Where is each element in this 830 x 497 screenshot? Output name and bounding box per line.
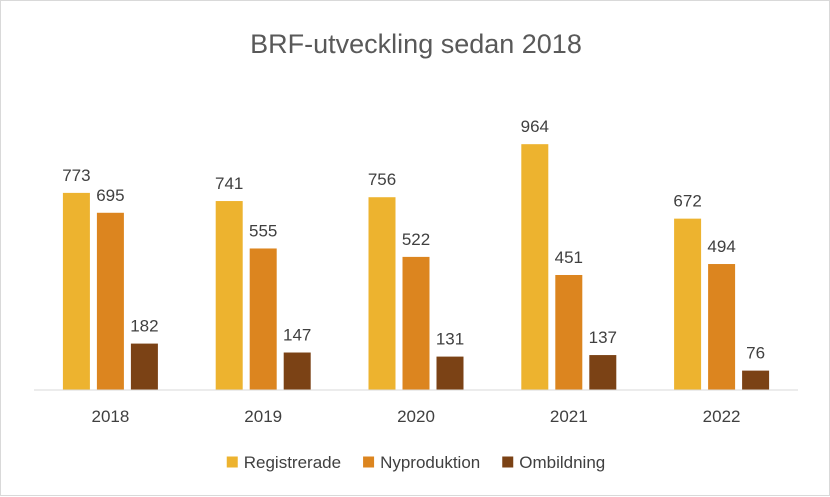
- legend-label-registrerade: Registrerade: [244, 453, 341, 472]
- x-tick-labels-group: 2018 2019 2020 2021 2022: [91, 407, 740, 426]
- data-label-registrerade-2022: 672: [673, 192, 701, 211]
- x-tick-label-2019: 2019: [244, 407, 282, 426]
- data-label-ombildning-2022: 76: [746, 344, 765, 363]
- data-label-nyproduktion-2021: 451: [555, 248, 583, 267]
- bar-registrerade-2020: [368, 197, 396, 390]
- data-label-nyproduktion-2022: 494: [707, 237, 735, 256]
- bar-registrerade-2018: [62, 192, 90, 390]
- legend-item-registrerade: Registrerade: [226, 453, 341, 472]
- legend-label-nyproduktion: Nyproduktion: [380, 453, 480, 472]
- legend-item-ombildning: Ombildning: [502, 453, 605, 472]
- chart-title: BRF-utveckling sedan 2018: [250, 29, 582, 59]
- bar-ombildning-2019: [283, 352, 311, 390]
- data-label-registrerade-2019: 741: [215, 174, 243, 193]
- data-label-ombildning-2021: 137: [589, 328, 617, 347]
- legend: Registrerade Nyproduktion Ombildning: [226, 453, 605, 472]
- bar-ombildning-2022: [742, 370, 770, 390]
- data-label-nyproduktion-2018: 695: [96, 186, 124, 205]
- data-label-ombildning-2019: 147: [283, 326, 311, 345]
- bar-nyproduktion-2021: [555, 274, 583, 390]
- bar-nyproduktion-2018: [96, 212, 124, 390]
- data-label-nyproduktion-2019: 555: [249, 221, 277, 240]
- x-tick-label-2020: 2020: [397, 407, 435, 426]
- legend-swatch-nyproduktion: [363, 456, 375, 468]
- legend-item-nyproduktion: Nyproduktion: [363, 453, 480, 472]
- x-tick-label-2018: 2018: [91, 407, 129, 426]
- legend-swatch-registrerade: [226, 456, 238, 468]
- bar-registrerade-2021: [521, 144, 549, 390]
- bar-registrerade-2022: [674, 218, 702, 390]
- bar-ombildning-2021: [589, 355, 617, 390]
- data-label-registrerade-2021: 964: [521, 117, 549, 136]
- bar-ombildning-2018: [130, 343, 158, 390]
- bar-ombildning-2020: [436, 356, 464, 390]
- bar-nyproduktion-2022: [708, 264, 736, 390]
- x-tick-label-2021: 2021: [550, 407, 588, 426]
- data-label-ombildning-2018: 182: [130, 317, 158, 336]
- bar-registrerade-2019: [215, 201, 243, 390]
- data-label-nyproduktion-2020: 522: [402, 230, 430, 249]
- data-labels-group: 773 695 182 741 555 147 756 522 131 964 451 137 672 4…: [62, 117, 765, 362]
- bars-group: [62, 144, 770, 390]
- data-label-registrerade-2018: 773: [62, 166, 90, 185]
- bar-nyproduktion-2020: [402, 256, 430, 390]
- legend-swatch-ombildning: [502, 456, 514, 468]
- data-label-registrerade-2020: 756: [368, 170, 396, 189]
- x-tick-label-2022: 2022: [703, 407, 741, 426]
- bar-nyproduktion-2019: [249, 248, 277, 390]
- data-label-ombildning-2020: 131: [436, 330, 464, 349]
- legend-label-ombildning: Ombildning: [519, 453, 605, 472]
